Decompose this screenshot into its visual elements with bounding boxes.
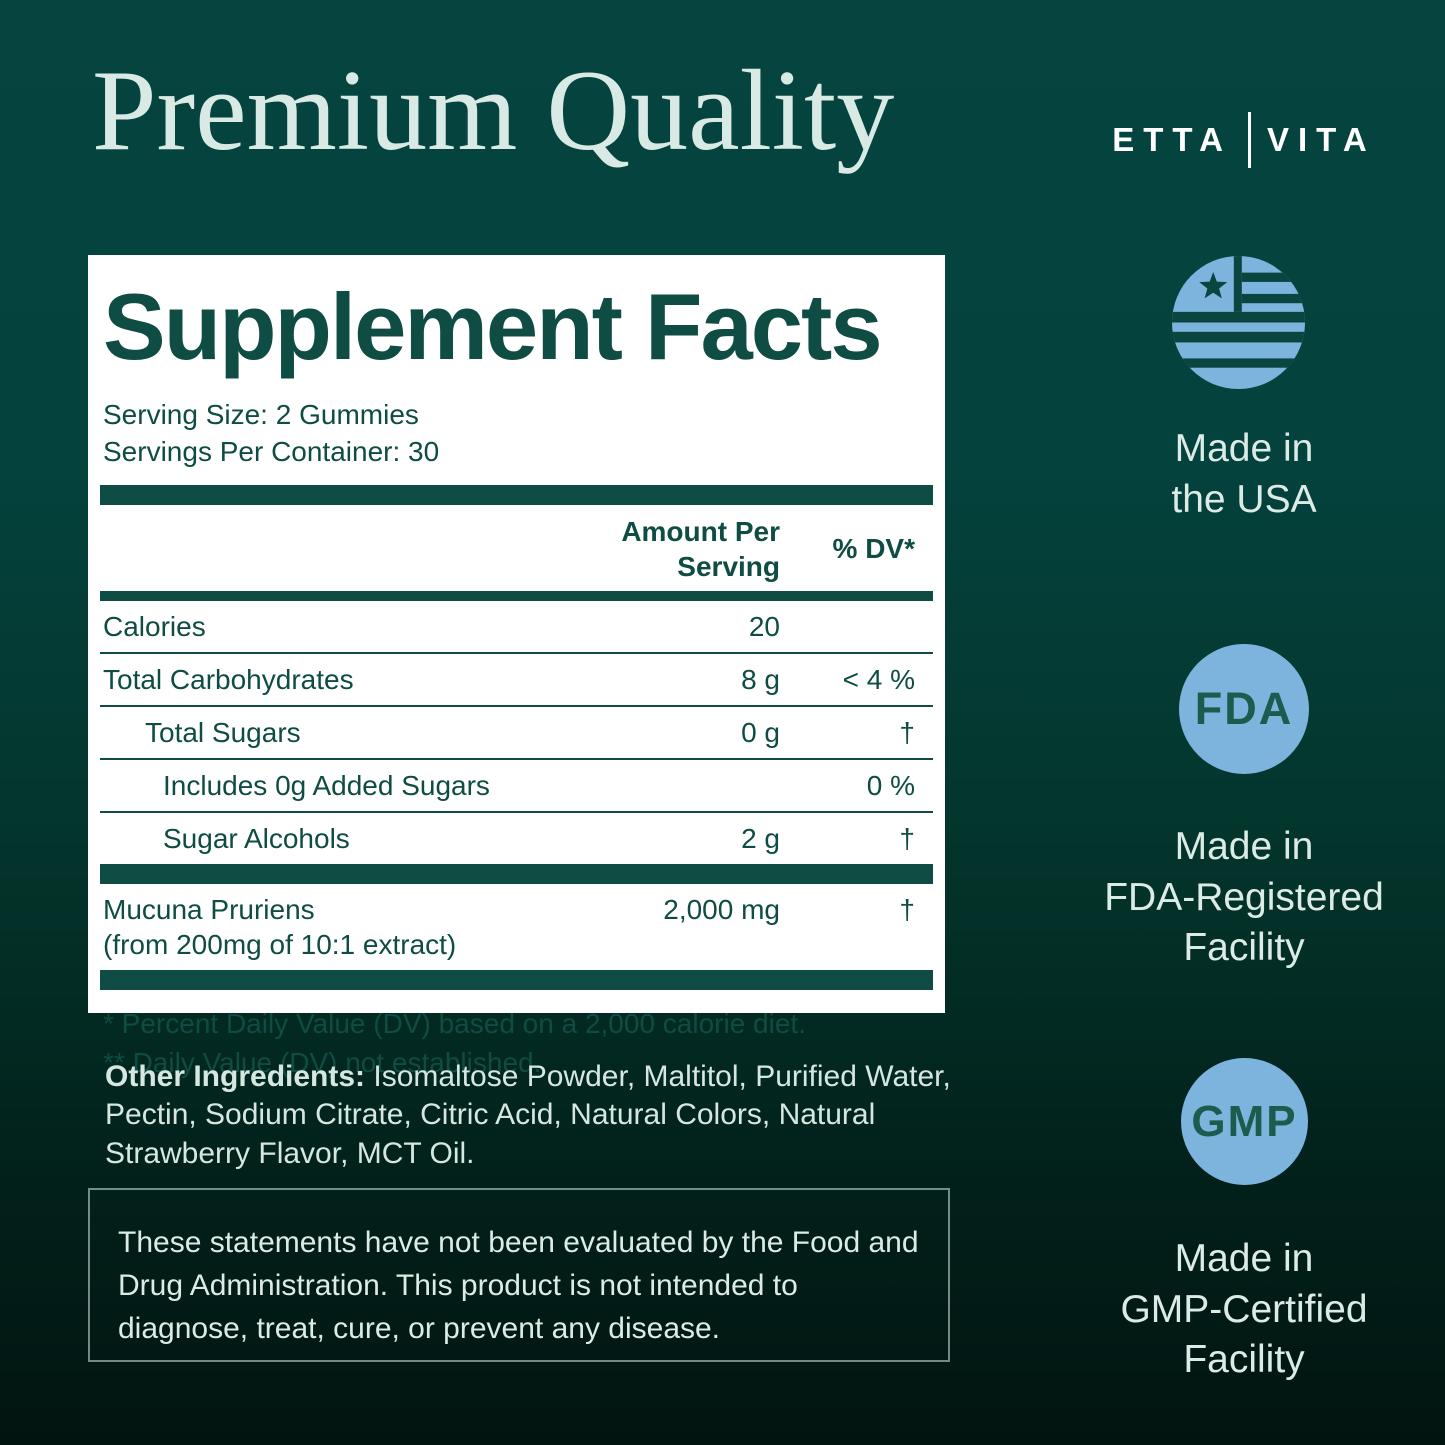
row-name: Mucuna Pruriens (from 200mg of 10:1 extr…	[103, 892, 550, 962]
serving-size: Serving Size: 2 Gummies	[103, 398, 419, 430]
brand-word-left: ETTA	[1112, 121, 1232, 158]
table-row-mucuna: Mucuna Pruriens (from 200mg of 10:1 extr…	[100, 884, 933, 970]
brand-logo: ETTA VITA	[1064, 108, 1424, 172]
facts-header-row: Amount Per Serving % DV*	[100, 505, 933, 591]
row-amount: 0 g	[741, 716, 780, 748]
row-amount: 2,000 mg	[663, 893, 780, 925]
row-amount: 8 g	[741, 663, 780, 695]
row-name: Includes 0g Added Sugars	[163, 769, 490, 801]
table-row: Total Sugars 0 g †	[100, 707, 933, 760]
row-amount: 2 g	[741, 822, 780, 854]
header-amount: Amount Per Serving	[621, 515, 780, 582]
row-name: Sugar Alcohols	[163, 822, 350, 854]
footnote-not-established: ** Daily Value (DV) not established.	[103, 1046, 542, 1078]
divider-bar-medium	[100, 590, 933, 601]
label-line: Facility	[1183, 926, 1305, 970]
badges-column: Made in the USA FDA Made in FDA-Register…	[1064, 0, 1424, 1445]
brand-word-right: VITA	[1266, 121, 1376, 158]
other-ingredients-label: Other Ingredients:	[105, 1060, 366, 1093]
row-name: Calories	[103, 610, 206, 642]
divider-bar-thick	[100, 484, 933, 505]
other-ingredients: Other Ingredients: Isomaltose Powder, Ma…	[105, 1058, 953, 1173]
label-line: FDA-Registered	[1104, 875, 1384, 919]
gmp-icon: GMP	[1181, 1058, 1308, 1185]
gmp-icon-text: GMP	[1191, 1096, 1298, 1146]
row-dv: < 4 %	[842, 663, 915, 695]
row-amount: 20	[748, 610, 780, 642]
made-in-usa-label: Made in the USA	[1064, 424, 1424, 525]
header-dv: % DV*	[832, 533, 915, 565]
row-dv: 0 %	[866, 769, 915, 801]
table-row: Calories 20	[100, 601, 933, 654]
row-dv: †	[899, 716, 915, 748]
servings-per-container: Servings Per Container: 30	[103, 435, 440, 467]
divider-bar-thick	[100, 863, 933, 884]
fda-icon: FDA	[1179, 644, 1309, 774]
table-row: Sugar Alcohols 2 g †	[100, 813, 933, 864]
serving-info: Serving Size: 2 Gummies Servings Per Con…	[103, 397, 933, 471]
fda-disclaimer-text: These statements have not been evaluated…	[118, 1226, 919, 1345]
row-dv: †	[899, 822, 915, 854]
label-line: GMP-Certified	[1120, 1287, 1368, 1331]
label-line: Facility	[1183, 1338, 1305, 1382]
label-line: Made in	[1174, 825, 1314, 868]
other-ingredients-text: Isomaltose Powder, Maltitol, Purified Wa…	[105, 1060, 951, 1170]
table-row: Total Carbohydrates 8 g < 4 %	[100, 654, 933, 707]
label-line: Made in	[1174, 1237, 1314, 1280]
fda-icon-text: FDA	[1194, 683, 1294, 734]
fda-registered-label: Made in FDA-Registered Facility	[1064, 822, 1424, 974]
supplement-facts-panel: Supplement Facts Serving Size: 2 Gummies…	[88, 255, 945, 1078]
footnote-dv: * Percent Daily Value (DV) based on a 2,…	[103, 1007, 806, 1039]
usa-flag-icon	[1172, 256, 1305, 389]
gmp-certified-label: Made in GMP-Certified Facility	[1064, 1234, 1424, 1386]
page-title: Premium Quality	[92, 47, 895, 175]
row-dv: †	[899, 893, 915, 925]
ingredient-sub: (from 200mg of 10:1 extract)	[103, 928, 457, 960]
footnotes: * Percent Daily Value (DV) based on a 2,…	[100, 990, 933, 1082]
ingredient-name: Mucuna Pruriens	[103, 893, 315, 925]
supplement-facts-title: Supplement Facts	[103, 274, 883, 379]
divider-bar-thick	[100, 969, 933, 990]
fda-disclaimer-box: These statements have not been evaluated…	[88, 1188, 950, 1362]
row-name: Total Sugars	[145, 716, 301, 748]
table-row: Includes 0g Added Sugars 0 %	[100, 760, 933, 813]
brand-divider	[1247, 112, 1251, 168]
label-line: Made in	[1174, 427, 1314, 470]
label-line: the USA	[1171, 477, 1317, 521]
row-name: Total Carbohydrates	[103, 663, 354, 695]
